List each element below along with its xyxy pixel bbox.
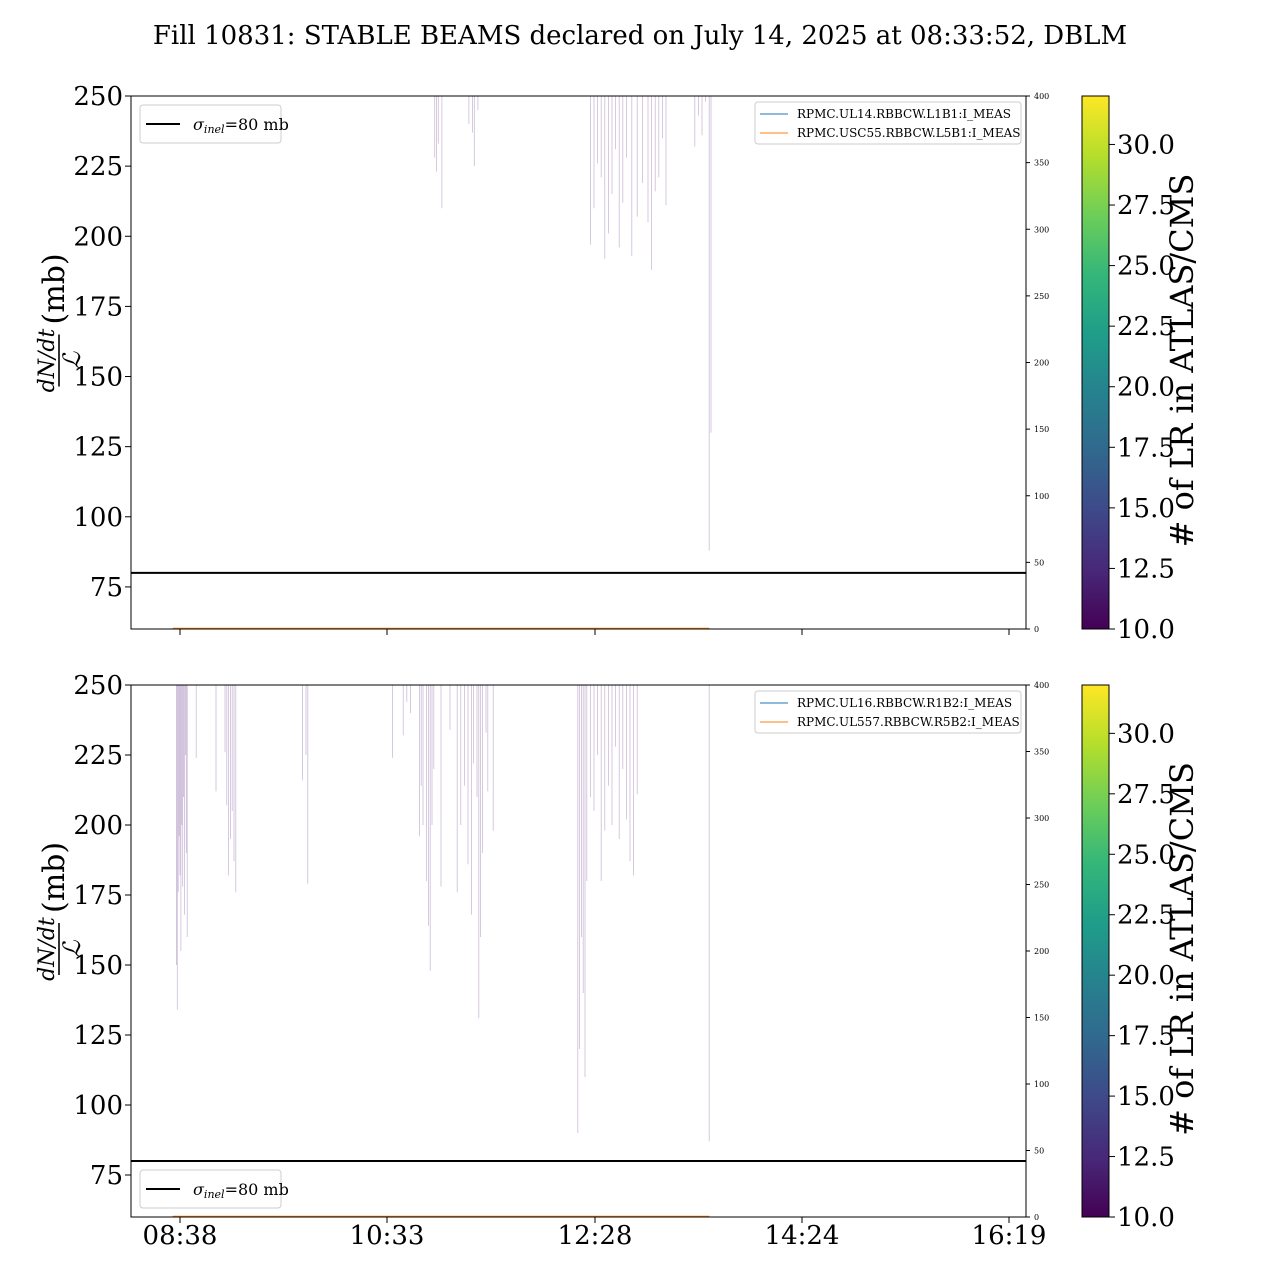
ytick-label: 125 bbox=[73, 433, 123, 463]
sigma-legend: σinel=80 mb bbox=[139, 1169, 289, 1209]
ylabel-denominator: ℒ bbox=[58, 940, 86, 958]
colorbar-tick-label: 10.0 bbox=[1117, 615, 1175, 645]
legend-label-1: RPMC.UL16.RBBCW.R1B2:I_MEAS bbox=[797, 696, 1012, 710]
secondary-ytick-label: 150 bbox=[1034, 425, 1049, 434]
spikes-bottom bbox=[175, 685, 710, 1142]
colorbar-tick-label: 15.0 bbox=[1117, 1082, 1175, 1112]
ylabel: dN/dtℒ (mb) bbox=[35, 253, 86, 392]
panel-top: 75 100 125 150 175 200 225 250 0 50 100 150 200 250 30… bbox=[35, 82, 1201, 645]
secondary-ytick-label: 100 bbox=[1034, 1080, 1049, 1089]
panel-bottom: 75 100 125 150 175 200 225 250 0 50 100 150 200 250 30… bbox=[35, 671, 1201, 1251]
ytick-label: 225 bbox=[73, 741, 123, 771]
ylabel-unit: (mb) bbox=[37, 842, 72, 913]
ytick-label: 100 bbox=[73, 1091, 123, 1121]
series-legend: RPMC.UL14.RBBCW.L1B1:I_MEAS RPMC.USC55.RB… bbox=[754, 101, 1022, 145]
secondary-ytick-label: 150 bbox=[1034, 1014, 1049, 1023]
secondary-ytick-label: 350 bbox=[1034, 748, 1049, 757]
sigma-legend: σinel=80 mb bbox=[139, 104, 289, 144]
secondary-ytick-label: 300 bbox=[1034, 814, 1049, 823]
colorbar-tick-label: 27.5 bbox=[1117, 780, 1175, 810]
secondary-ytick-label: 50 bbox=[1034, 1147, 1044, 1156]
ytick-label: 75 bbox=[90, 573, 123, 603]
colorbar-tick-label: 27.5 bbox=[1117, 191, 1175, 221]
secondary-ytick-label: 50 bbox=[1034, 558, 1044, 567]
legend-label-2: RPMC.USC55.RBBCW.L5B1:I_MEAS bbox=[797, 126, 1020, 140]
series-legend-box bbox=[754, 101, 1022, 145]
ytick-label: 150 bbox=[73, 951, 123, 981]
colorbar-tick-label: 25.0 bbox=[1117, 252, 1175, 282]
secondary-ytick-label: 250 bbox=[1034, 292, 1049, 301]
ytick-label: 175 bbox=[73, 881, 123, 911]
colorbar-tick-label: 20.0 bbox=[1117, 373, 1175, 403]
secondary-ytick-label: 400 bbox=[1034, 681, 1049, 690]
secondary-ytick-label: 200 bbox=[1034, 359, 1049, 368]
sigma-legend-label: σinel=80 mb bbox=[193, 1180, 289, 1201]
colorbar-top: 10.0 12.5 15.0 17.5 20.0 22.5 25.0 27.5 30.0 # of… bbox=[1081, 95, 1201, 645]
secondary-ytick-label: 250 bbox=[1034, 881, 1049, 890]
ytick-label: 175 bbox=[73, 292, 123, 322]
colorbar-tick-label: 17.5 bbox=[1117, 433, 1175, 463]
series-legend-box bbox=[754, 690, 1022, 734]
xtick-label: 10:33 bbox=[350, 1221, 425, 1251]
secondary-ytick-label: 0 bbox=[1034, 1213, 1039, 1222]
colorbar-tick-label: 30.0 bbox=[1117, 130, 1175, 160]
xtick-label: 16:19 bbox=[972, 1221, 1047, 1251]
secondary-ytick-label: 300 bbox=[1034, 225, 1049, 234]
figure-title: Fill 10831: STABLE BEAMS declared on Jul… bbox=[153, 21, 1127, 51]
legend-label-2: RPMC.UL557.RBBCW.R5B2:I_MEAS bbox=[797, 715, 1020, 729]
ylabel-numerator: dN/dt bbox=[35, 329, 60, 393]
xtick-label: 12:28 bbox=[558, 1221, 633, 1251]
panels: 75 100 125 150 175 200 225 250 0 50 100 150 200 250 30… bbox=[35, 82, 1201, 1251]
secondary-ytick-label: 100 bbox=[1034, 492, 1049, 501]
secondary-ytick-label: 350 bbox=[1034, 159, 1049, 168]
colorbar-tick-label: 25.0 bbox=[1117, 840, 1175, 870]
secondary-ytick-label: 200 bbox=[1034, 947, 1049, 956]
xtick-label: 14:24 bbox=[765, 1221, 840, 1251]
ylabel-numerator: dN/dt bbox=[35, 917, 60, 981]
colorbar-tick-label: 22.5 bbox=[1117, 312, 1175, 342]
xtick-label: 08:38 bbox=[143, 1221, 218, 1251]
colorbar-label: # of LR in ATLAS/CMS bbox=[1163, 762, 1201, 1136]
colorbar-tick-label: 22.5 bbox=[1117, 901, 1175, 931]
colorbar-tick-label: 10.0 bbox=[1117, 1203, 1175, 1233]
ytick-label: 200 bbox=[73, 222, 123, 252]
colorbar-tick-label: 30.0 bbox=[1117, 719, 1175, 749]
ylabel-unit: (mb) bbox=[37, 253, 72, 324]
secondary-ytick-label: 0 bbox=[1034, 625, 1039, 634]
series-legend: RPMC.UL16.RBBCW.R1B2:I_MEAS RPMC.UL557.RB… bbox=[754, 690, 1022, 734]
axes-frame bbox=[130, 684, 1027, 1218]
legend-label-1: RPMC.UL14.RBBCW.L1B1:I_MEAS bbox=[797, 107, 1011, 121]
spikes-top bbox=[434, 96, 712, 551]
ytick-label: 100 bbox=[73, 503, 123, 533]
colorbar-bottom: 10.0 12.5 15.0 17.5 20.0 22.5 25.0 27.5 30.0 # of… bbox=[1081, 684, 1201, 1233]
ytick-label: 250 bbox=[73, 671, 123, 701]
colorbar-tick-label: 17.5 bbox=[1117, 1022, 1175, 1052]
ytick-label: 125 bbox=[73, 1021, 123, 1051]
sigma-legend-box bbox=[139, 104, 282, 144]
colorbar-tick-label: 12.5 bbox=[1117, 1143, 1175, 1173]
ylabel: dN/dtℒ (mb) bbox=[35, 842, 86, 981]
colorbar-gradient bbox=[1081, 95, 1110, 630]
ytick-label: 200 bbox=[73, 811, 123, 841]
sigma-legend-box bbox=[139, 1169, 282, 1209]
ytick-label: 250 bbox=[73, 82, 123, 112]
colorbar-gradient bbox=[1081, 684, 1110, 1218]
axes-frame bbox=[130, 95, 1027, 630]
ylabel-denominator: ℒ bbox=[58, 351, 86, 369]
ytick-label: 150 bbox=[73, 363, 123, 393]
colorbar-label: # of LR in ATLAS/CMS bbox=[1163, 174, 1201, 548]
sigma-legend-label: σinel=80 mb bbox=[193, 115, 289, 136]
colorbar-tick-label: 12.5 bbox=[1117, 554, 1175, 584]
colorbar-tick-label: 15.0 bbox=[1117, 494, 1175, 524]
ytick-label: 75 bbox=[90, 1161, 123, 1191]
ytick-label: 225 bbox=[73, 152, 123, 182]
colorbar-tick-label: 20.0 bbox=[1117, 961, 1175, 991]
secondary-ytick-label: 400 bbox=[1034, 92, 1049, 101]
